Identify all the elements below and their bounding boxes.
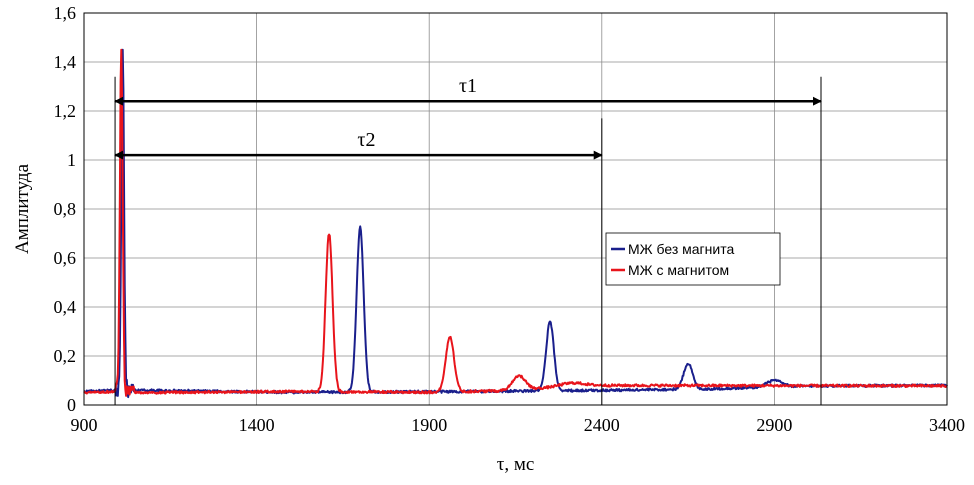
series-lines — [83, 48, 948, 399]
legend-entry-without-magnet: МЖ без магнита — [628, 241, 734, 257]
x-tick-label: 3400 — [929, 415, 965, 435]
legend-box — [605, 232, 781, 286]
y-tick-label: 0,2 — [54, 346, 77, 366]
y-tick-label: 0,8 — [54, 199, 77, 219]
y-axis-label: Амплитуда — [12, 163, 33, 254]
y-tick-labels: 0 0,2 0,4 0,6 0,8 1 1,2 1,4 1,6 — [54, 3, 77, 415]
x-axis-label: τ, мс — [497, 454, 535, 475]
y-tick-label: 1 — [67, 150, 76, 170]
y-tick-label: 0,6 — [54, 248, 77, 268]
x-tick-label: 2900 — [756, 415, 792, 435]
legend-entry-with-magnet: МЖ с магнитом — [628, 262, 729, 278]
plot-frame — [83, 12, 948, 406]
y-tick-label: 1,2 — [54, 101, 77, 121]
legend: МЖ без магнита МЖ с магнитом — [605, 232, 781, 286]
y-tick-label: 1,4 — [54, 52, 77, 72]
x-tick-label: 1900 — [411, 415, 447, 435]
x-tick-labels: 900 1400 1900 2400 2900 3400 — [71, 415, 966, 435]
x-tick-label: 900 — [71, 415, 98, 435]
grid — [83, 12, 948, 406]
y-tick-label: 1,6 — [54, 3, 77, 23]
x-tick-label: 2400 — [584, 415, 620, 435]
x-tick-label: 1400 — [239, 415, 275, 435]
y-tick-label: 0 — [67, 395, 76, 415]
series-line-with-magnet — [83, 48, 948, 397]
interval-annotations: τ1 τ2 — [114, 75, 822, 405]
interval-label: τ2 — [357, 129, 375, 151]
interval-label: τ1 — [459, 75, 477, 97]
y-tick-label: 0,4 — [54, 297, 77, 317]
